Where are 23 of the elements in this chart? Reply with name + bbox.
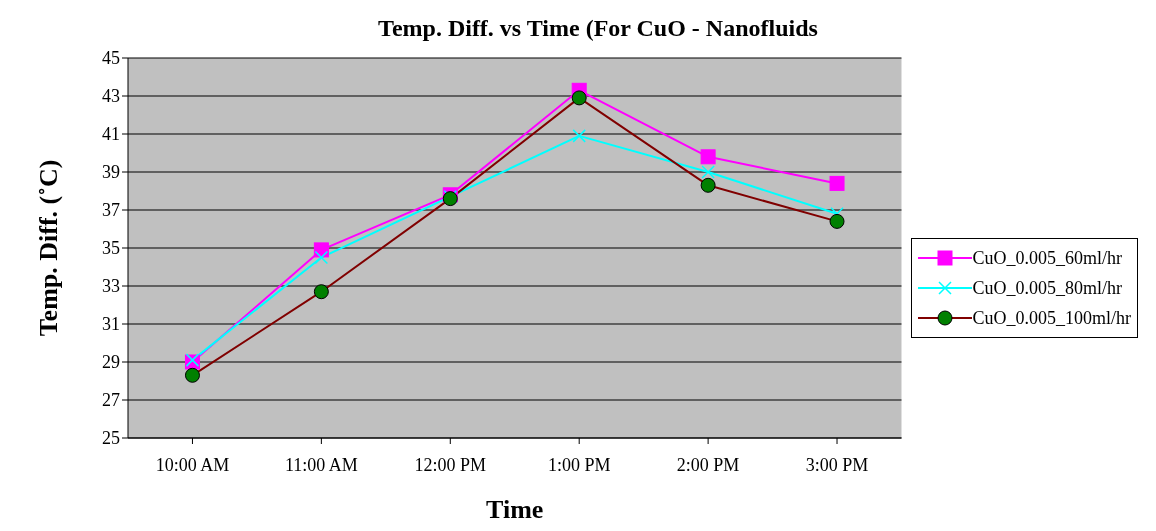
y-tick-label: 41: [102, 124, 120, 145]
y-tick-label: 27: [102, 390, 120, 411]
x-tick-label: 11:00 AM: [284, 454, 358, 475]
chart-title: Temp. Diff. vs Time (For CuO - Nanofluids: [377, 14, 819, 43]
y-tick-label: 39: [102, 162, 120, 183]
x-tick-label: 2:00 PM: [676, 454, 740, 475]
legend-label: CuO_0.005_100ml/hr: [972, 307, 1131, 329]
y-axis-title: Temp. Diff. (˚C): [34, 159, 64, 337]
y-tick-label: 31: [102, 314, 120, 335]
x-tick-label: 1:00 PM: [547, 454, 611, 475]
legend-label: CuO_0.005_60ml/hr: [972, 247, 1122, 269]
y-tick-label: 35: [102, 238, 120, 259]
y-tick-label: 25: [102, 428, 120, 449]
y-tick-label: 37: [102, 200, 120, 221]
y-tick-label: 33: [102, 276, 120, 297]
x-axis-title: Time: [486, 495, 544, 524]
x-tick-label: 10:00 AM: [155, 454, 230, 475]
x-tick-label: 3:00 PM: [805, 454, 869, 475]
y-tick-label: 43: [102, 86, 120, 107]
legend-label: CuO_0.005_80ml/hr: [972, 277, 1122, 299]
y-tick-label: 45: [102, 48, 120, 69]
x-tick-label: 12:00 PM: [414, 454, 487, 475]
y-tick-label: 29: [102, 352, 120, 373]
